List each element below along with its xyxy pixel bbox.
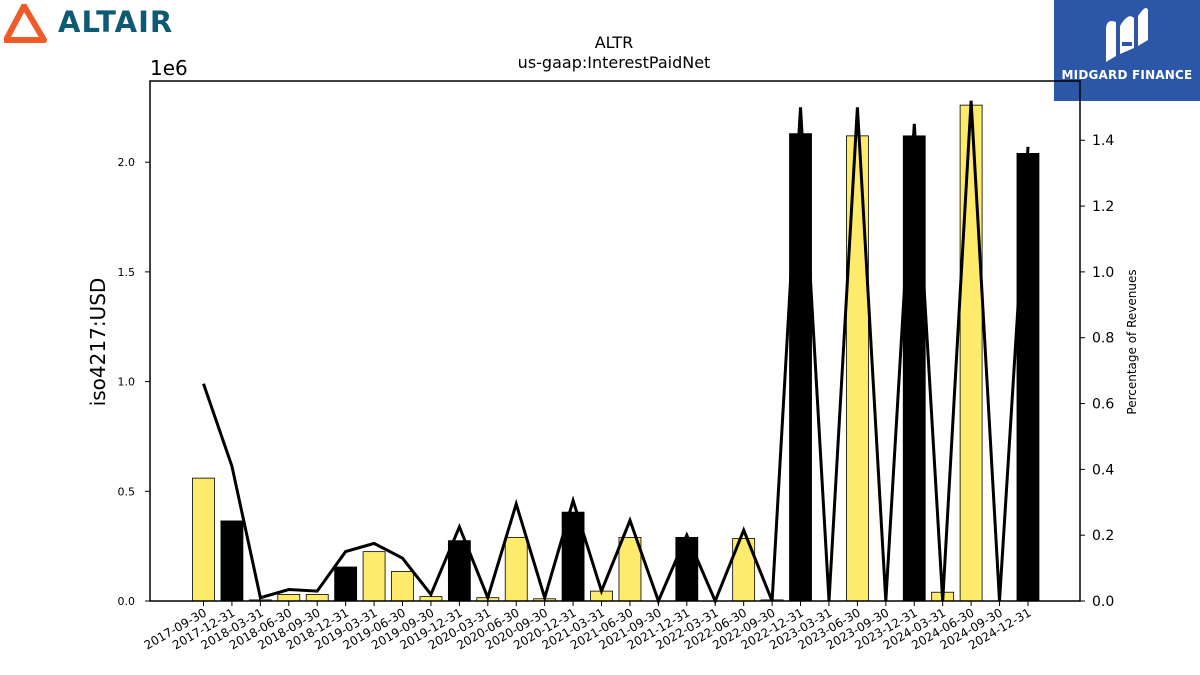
- y-tick-label: 0.0: [118, 595, 136, 608]
- bar-2017-12-31: [220, 520, 244, 602]
- bar-2024-06-30: [959, 104, 983, 602]
- bar-2023-12-31: [902, 135, 926, 602]
- y2-tick-label: 0.4: [1092, 462, 1114, 478]
- y2-tick-label: 0.0: [1092, 594, 1114, 610]
- altair-logo-text: ALTAIR: [58, 5, 174, 39]
- y2-tick-label: 0.6: [1092, 397, 1114, 413]
- bar-2018-09-30: [305, 594, 329, 602]
- y2-tick-label: 0.8: [1092, 331, 1114, 347]
- y-tick-label: 2.0: [118, 156, 136, 169]
- y2-tick-label: 1.4: [1092, 133, 1114, 149]
- bar-2021-12-31: [675, 536, 699, 602]
- bar-2023-06-30: [845, 135, 869, 602]
- altair-logo: ALTAIR: [4, 4, 194, 44]
- y-tick-label: 0.5: [118, 485, 136, 498]
- plot-frame: [149, 80, 1081, 602]
- chart-subtitle: us-gaap:InterestPaidNet: [518, 53, 711, 72]
- y-tick-label: 1.0: [118, 376, 136, 389]
- y2-axis-label: Percentage of Revenues: [1125, 269, 1139, 414]
- altair-logo-icon: [4, 4, 47, 43]
- bar-2018-06-30: [277, 594, 301, 602]
- bar-2019-03-31: [362, 551, 386, 602]
- midgard-logo-icon: [1106, 8, 1148, 62]
- bar-2018-12-31: [334, 566, 358, 602]
- y2-tick-label: 1.2: [1092, 199, 1114, 215]
- y-offset-label: 1e6: [150, 56, 188, 80]
- midgard-finance-logo: MIDGARD FINANCE: [1054, 0, 1200, 101]
- bar-2020-06-30: [504, 536, 528, 602]
- y2-tick-label: 1.0: [1092, 265, 1114, 281]
- chart-title: ALTR: [595, 33, 634, 52]
- line-group: [202, 100, 1030, 606]
- y-axis-label: iso4217:USD: [86, 278, 110, 407]
- bar-2022-12-31: [789, 133, 812, 602]
- bar-2019-06-30: [391, 570, 414, 602]
- midgard-logo-text: MIDGARD FINANCE: [1061, 68, 1193, 82]
- bar-2017-09-30: [192, 477, 215, 602]
- bars-group: [192, 104, 1040, 602]
- bar-2021-06-30: [618, 536, 642, 602]
- y-tick-label: 1.5: [118, 266, 136, 279]
- y2-tick-label: 0.2: [1092, 528, 1114, 544]
- bar-2024-12-31: [1016, 153, 1040, 602]
- percentage-line: [202, 100, 1030, 606]
